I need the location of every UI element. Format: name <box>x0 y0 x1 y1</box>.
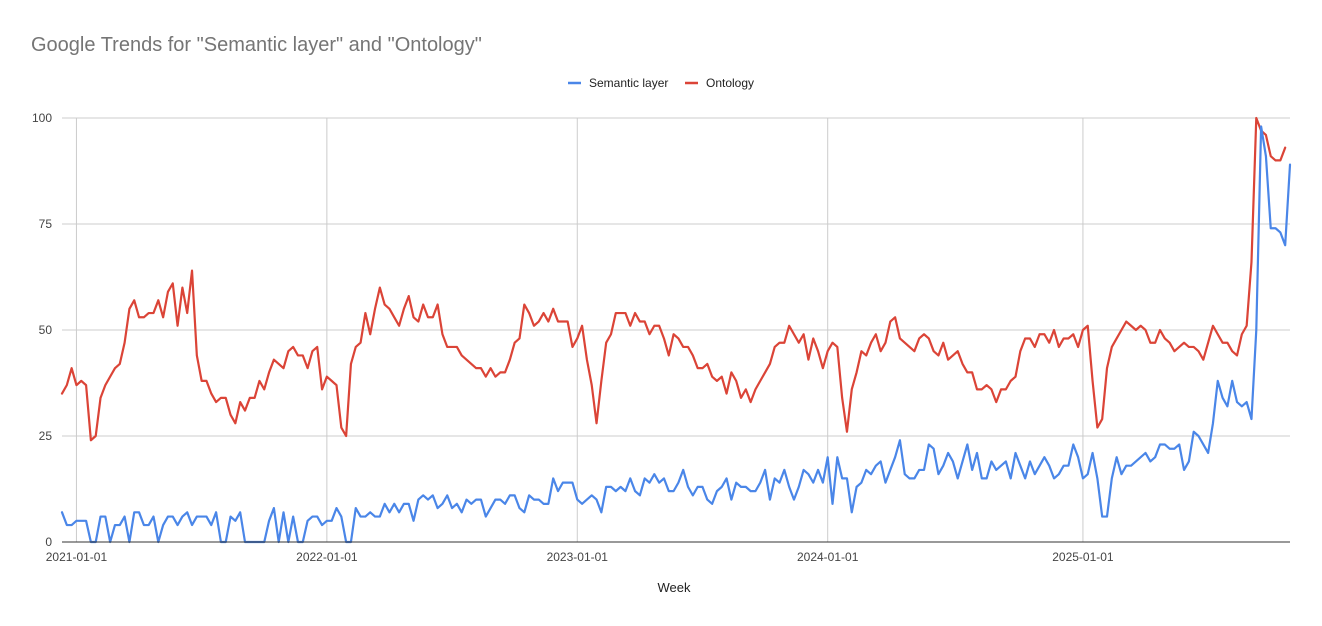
y-tick-label: 50 <box>39 323 53 337</box>
chart-title: Google Trends for "Semantic layer" and "… <box>31 34 482 56</box>
x-tick-label: 2024-01-01 <box>797 550 859 564</box>
legend-item-semantic-layer[interactable]: Semantic layer <box>568 76 668 90</box>
y-tick-label: 0 <box>45 535 52 549</box>
legend: Semantic layer Ontology <box>568 76 754 90</box>
x-axis-tick-labels: 2021-01-01 2022-01-01 2023-01-01 2024-01-01… <box>46 550 1114 564</box>
vertical-gridlines <box>75 118 1084 542</box>
y-tick-label: 75 <box>39 217 53 231</box>
x-axis-label: Week <box>658 580 691 595</box>
legend-item-ontology[interactable]: Ontology <box>685 76 754 90</box>
x-tick-label: 2025-01-01 <box>1052 550 1114 564</box>
legend-label-semantic-layer: Semantic layer <box>589 76 668 90</box>
x-tick-label: 2021-01-01 <box>46 550 108 564</box>
x-tick-label: 2023-01-01 <box>547 550 609 564</box>
series-line-semantic-layer <box>60 125 1292 544</box>
series-lines <box>60 116 1292 544</box>
legend-label-ontology: Ontology <box>706 76 754 90</box>
y-axis-tick-labels: 0 25 50 75 100 <box>32 111 52 549</box>
y-tick-label: 25 <box>39 429 53 443</box>
horizontal-gridlines <box>62 117 1290 437</box>
x-tick-label: 2022-01-01 <box>296 550 358 564</box>
y-tick-label: 100 <box>32 111 52 125</box>
series-line-ontology <box>60 116 1287 442</box>
